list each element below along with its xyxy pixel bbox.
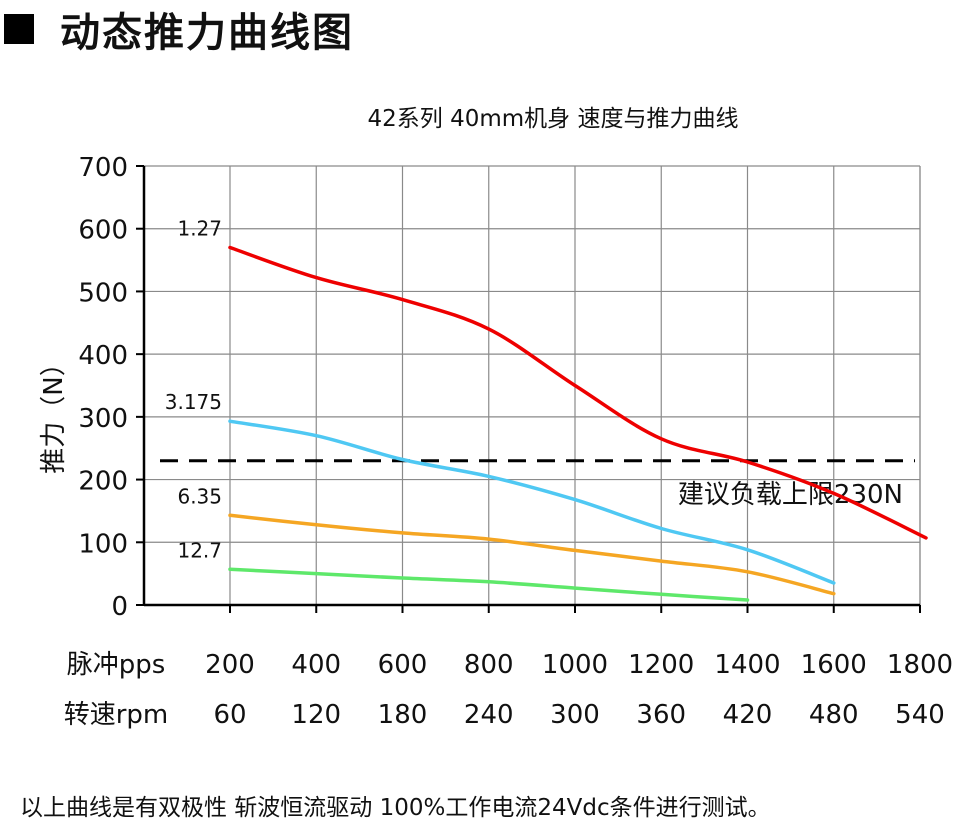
recommended-load-limit-label: 建议负载上限230N	[678, 480, 903, 510]
series-label: 6.35	[177, 484, 222, 508]
series-label: 1.27	[177, 217, 222, 241]
x-tick-label: 120	[291, 700, 341, 730]
x-row-label: 转速rpm	[64, 700, 169, 730]
series-label: 3.175	[165, 390, 222, 414]
series-line-6-35	[228, 513, 836, 596]
tick-labels: 0 100 200 300 400 500 600 700 脉冲pps 200 400 600 800 1…	[64, 153, 953, 730]
x-tick-label: 1800	[887, 650, 953, 680]
x-tick-label: 240	[464, 700, 514, 730]
x-tick-label: 400	[291, 650, 341, 680]
x-tick-label: 480	[809, 700, 859, 730]
series-line-12-7	[228, 567, 750, 602]
x-tick-label: 60	[213, 700, 246, 730]
y-tick-label: 700	[78, 153, 128, 183]
y-tick-label: 200	[78, 467, 128, 497]
reference-line-group: 建议负载上限230N	[160, 459, 915, 510]
y-tick-label: 400	[78, 341, 128, 371]
series-group: 1.27 3.175 6.35 12.7	[165, 217, 928, 602]
series-line-1-27	[228, 245, 928, 540]
x-row-label: 脉冲pps	[67, 650, 166, 680]
section-heading: 动态推力曲线图	[0, 4, 354, 56]
grid	[144, 165, 921, 605]
x-tick-label: 1200	[628, 650, 694, 680]
x-tick-label: 1000	[542, 650, 608, 680]
series-label: 12.7	[177, 538, 222, 562]
x-tick-label: 1400	[714, 650, 780, 680]
axes	[136, 165, 921, 613]
series-line-3-175	[228, 419, 836, 585]
x-tick-label: 200	[205, 650, 255, 680]
square-bullet-icon	[4, 14, 34, 44]
x-tick-label: 300	[550, 700, 600, 730]
x-tick-label: 360	[636, 700, 686, 730]
x-tick-label: 420	[723, 700, 773, 730]
y-tick-label: 300	[78, 404, 128, 434]
test-condition-note: 以上曲线是有双极性 斩波恒流驱动 100%工作电流24Vdc条件进行测试。	[20, 795, 771, 821]
section-title: 动态推力曲线图	[60, 10, 354, 56]
y-tick-label: 0	[111, 592, 128, 622]
thrust-curve-chart: 42系列 40mm机身 速度与推力曲线 建议负载上限230N 1.27 3.175…	[39, 106, 953, 730]
x-tick-label: 180	[378, 700, 428, 730]
x-tick-label: 540	[895, 700, 945, 730]
x-tick-label: 600	[378, 650, 428, 680]
x-tick-label: 1600	[801, 650, 867, 680]
y-tick-label: 600	[78, 216, 128, 246]
x-tick-label: 800	[464, 650, 514, 680]
y-axis-label: 推力（N）	[39, 350, 69, 473]
y-tick-label: 100	[78, 529, 128, 559]
chart-title: 42系列 40mm机身 速度与推力曲线	[368, 106, 739, 132]
y-tick-label: 500	[78, 278, 128, 308]
